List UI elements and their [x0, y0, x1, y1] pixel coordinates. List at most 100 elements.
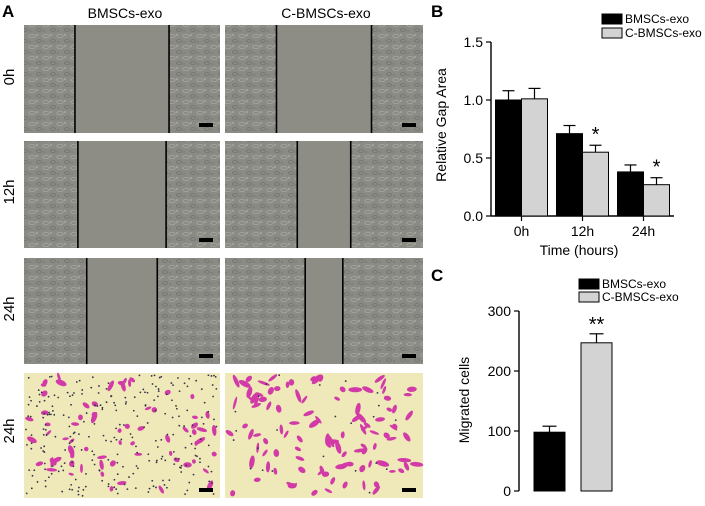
- membrane-pore: [122, 465, 124, 468]
- membrane-pore: [210, 470, 213, 473]
- membrane-pore: [115, 488, 118, 490]
- membrane-pore: [98, 385, 100, 387]
- membrane-pore: [124, 396, 127, 399]
- membrane-pore: [161, 455, 164, 458]
- membrane-pore: [36, 405, 38, 407]
- bar: [556, 133, 583, 217]
- membrane-pore: [62, 469, 65, 472]
- membrane-pore: [151, 383, 154, 385]
- membrane-pore: [157, 388, 160, 390]
- stained-cell: [298, 466, 306, 474]
- membrane-pore: [179, 466, 182, 469]
- chart-b-ylabel: Relative Gap Area: [433, 68, 449, 182]
- membrane-pore: [105, 401, 108, 404]
- membrane-pore: [53, 413, 56, 416]
- membrane-pore: [53, 394, 56, 397]
- stained-cell: [122, 377, 127, 385]
- stained-cell: [190, 393, 195, 400]
- stained-cell: [374, 374, 385, 383]
- membrane-pore: [25, 428, 27, 431]
- membrane-pore: [202, 422, 205, 425]
- membrane-pore: [190, 443, 193, 445]
- stained-cell: [35, 461, 44, 467]
- membrane-pore: [67, 416, 70, 419]
- membrane-pore: [146, 391, 149, 394]
- stained-cell: [380, 378, 386, 390]
- membrane-pore: [68, 425, 71, 428]
- membrane-pore: [183, 425, 186, 427]
- membrane-pore: [148, 459, 151, 462]
- membrane-pore: [350, 422, 353, 425]
- membrane-pore: [77, 490, 80, 493]
- stained-cell: [45, 430, 52, 436]
- membrane-pore: [68, 442, 71, 445]
- y-tick-label: 200: [488, 363, 512, 379]
- membrane-pore: [148, 487, 151, 490]
- membrane-pore: [160, 458, 163, 460]
- membrane-pore: [150, 375, 153, 377]
- membrane-pore: [73, 445, 76, 448]
- membrane-pore: [116, 473, 119, 476]
- membrane-pore: [115, 427, 117, 430]
- scale-bar: [199, 488, 213, 492]
- membrane-pore: [81, 389, 84, 391]
- membrane-pore: [164, 412, 167, 415]
- stained-cell: [109, 460, 116, 467]
- membrane-pore: [62, 414, 65, 417]
- membrane-pore: [188, 481, 191, 484]
- membrane-pore: [27, 376, 30, 379]
- stained-cell: [341, 451, 347, 458]
- bar: [533, 431, 566, 492]
- chart-b-xlabel: Time (hours): [540, 242, 619, 258]
- stained-cell: [334, 396, 341, 401]
- membrane-pore: [42, 433, 45, 436]
- membrane-pore: [157, 395, 159, 398]
- membrane-pore: [91, 450, 94, 453]
- membrane-pore: [51, 465, 54, 467]
- membrane-pore: [208, 480, 211, 483]
- membrane-pore: [30, 447, 33, 450]
- stained-cell: [27, 436, 37, 444]
- stained-cell: [353, 448, 366, 453]
- y-tick-label: 100: [488, 423, 512, 439]
- membrane-pore: [234, 410, 237, 413]
- stained-cell: [283, 430, 289, 438]
- membrane-pore: [113, 478, 116, 481]
- stained-cell: [330, 477, 336, 485]
- membrane-pore: [157, 390, 160, 393]
- x-tick-label: 0h: [514, 223, 530, 239]
- membrane-pore: [171, 399, 173, 402]
- membrane-pore: [81, 494, 84, 497]
- stained-cell: [117, 380, 124, 386]
- stained-cell: [57, 372, 61, 382]
- membrane-pore: [84, 485, 87, 488]
- stained-cell: [268, 374, 278, 382]
- membrane-pore: [196, 455, 198, 458]
- stained-cell: [205, 411, 210, 419]
- stained-cell: [182, 426, 189, 433]
- panel-a: A BMSCs-exo C-BMSCs-exo 0h 12h 24h 24h: [1, 2, 424, 498]
- membrane-pore: [48, 413, 51, 416]
- membrane-pore: [207, 374, 210, 377]
- stained-cell: [183, 462, 192, 468]
- membrane-pore: [44, 468, 46, 471]
- membrane-pore: [210, 375, 213, 377]
- membrane-pore: [28, 469, 31, 472]
- membrane-pore: [376, 392, 379, 394]
- stained-cell: [348, 387, 363, 393]
- membrane-pore: [194, 454, 197, 457]
- membrane-pore: [158, 376, 161, 379]
- membrane-pore: [194, 447, 197, 450]
- membrane-pore: [171, 416, 174, 419]
- membrane-pore: [168, 479, 171, 482]
- scratch-gap: [77, 141, 167, 248]
- membrane-pore: [91, 459, 94, 462]
- membrane-pore: [72, 465, 75, 468]
- membrane-pore: [70, 403, 72, 406]
- y-tick-label: 1.0: [464, 92, 484, 108]
- scratch-gap: [305, 258, 343, 364]
- membrane-pore: [44, 424, 47, 426]
- stained-cell: [351, 415, 361, 422]
- stained-cell: [194, 441, 198, 446]
- membrane-pore: [172, 384, 174, 387]
